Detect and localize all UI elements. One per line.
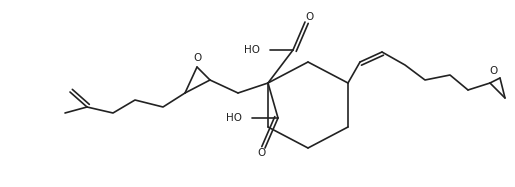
Text: HO: HO: [244, 45, 260, 55]
Text: HO: HO: [226, 113, 242, 123]
Text: O: O: [305, 12, 313, 22]
Text: O: O: [193, 53, 201, 63]
Text: O: O: [257, 148, 265, 158]
Text: O: O: [490, 66, 498, 76]
